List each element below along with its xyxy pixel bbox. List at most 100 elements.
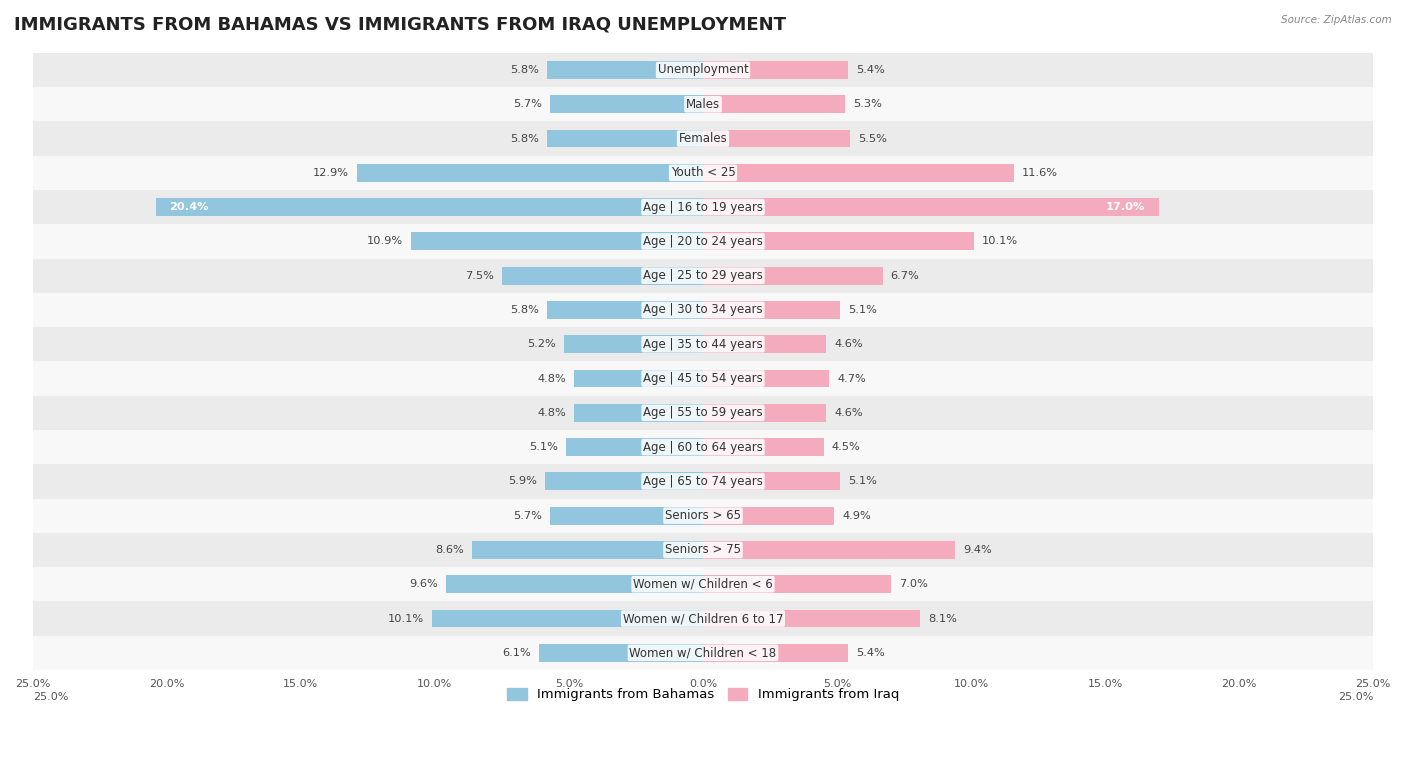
Text: 4.8%: 4.8% <box>537 373 567 384</box>
Text: 9.4%: 9.4% <box>963 545 991 555</box>
Text: 11.6%: 11.6% <box>1022 168 1059 178</box>
Text: 17.0%: 17.0% <box>1107 202 1146 212</box>
Text: 5.5%: 5.5% <box>859 133 887 144</box>
Bar <box>544 472 703 491</box>
Bar <box>32 601 1374 636</box>
Bar <box>567 438 703 456</box>
Bar <box>703 404 827 422</box>
Text: 5.8%: 5.8% <box>510 65 540 75</box>
Bar <box>432 609 703 628</box>
Bar <box>32 464 1374 499</box>
Bar <box>703 61 848 79</box>
Text: 4.8%: 4.8% <box>537 408 567 418</box>
Text: 10.1%: 10.1% <box>981 236 1018 247</box>
Text: 5.7%: 5.7% <box>513 511 543 521</box>
Text: 7.5%: 7.5% <box>465 271 494 281</box>
Text: Females: Females <box>679 132 727 145</box>
Bar <box>32 224 1374 259</box>
Bar <box>156 198 703 216</box>
Text: 5.4%: 5.4% <box>856 65 884 75</box>
Bar <box>32 533 1374 567</box>
Text: 5.7%: 5.7% <box>513 99 543 109</box>
Bar <box>703 644 848 662</box>
Text: 8.1%: 8.1% <box>928 613 957 624</box>
Bar <box>547 129 703 148</box>
Bar <box>703 232 974 251</box>
Text: Source: ZipAtlas.com: Source: ZipAtlas.com <box>1281 15 1392 25</box>
Bar <box>32 156 1374 190</box>
Bar <box>32 361 1374 396</box>
Bar <box>32 190 1374 224</box>
Text: 5.9%: 5.9% <box>508 476 537 487</box>
Bar <box>32 636 1374 670</box>
Text: 4.9%: 4.9% <box>842 511 872 521</box>
Text: Seniors > 75: Seniors > 75 <box>665 544 741 556</box>
Bar <box>32 293 1374 327</box>
Text: 20.4%: 20.4% <box>170 202 209 212</box>
Text: Age | 35 to 44 years: Age | 35 to 44 years <box>643 338 763 350</box>
Text: Unemployment: Unemployment <box>658 64 748 76</box>
Text: 4.6%: 4.6% <box>834 339 863 349</box>
Bar <box>32 396 1374 430</box>
Bar <box>703 472 839 491</box>
Bar <box>411 232 703 251</box>
Bar <box>550 506 703 525</box>
Bar <box>32 259 1374 293</box>
Text: Age | 25 to 29 years: Age | 25 to 29 years <box>643 269 763 282</box>
Text: 25.0%: 25.0% <box>32 692 67 702</box>
Text: 6.1%: 6.1% <box>503 648 531 658</box>
Text: 4.6%: 4.6% <box>834 408 863 418</box>
Bar <box>32 53 1374 87</box>
Text: 4.7%: 4.7% <box>837 373 866 384</box>
Bar <box>703 575 890 593</box>
Text: 5.1%: 5.1% <box>848 476 877 487</box>
Text: 10.1%: 10.1% <box>388 613 425 624</box>
Bar <box>32 567 1374 601</box>
Bar <box>547 301 703 319</box>
Legend: Immigrants from Bahamas, Immigrants from Iraq: Immigrants from Bahamas, Immigrants from… <box>502 683 904 706</box>
Text: Age | 65 to 74 years: Age | 65 to 74 years <box>643 475 763 488</box>
Text: 5.8%: 5.8% <box>510 133 540 144</box>
Text: Age | 30 to 34 years: Age | 30 to 34 years <box>643 304 763 316</box>
Bar <box>32 327 1374 361</box>
Text: Youth < 25: Youth < 25 <box>671 167 735 179</box>
Bar <box>703 198 1159 216</box>
Bar <box>703 301 839 319</box>
Bar <box>574 369 703 388</box>
Bar <box>550 95 703 114</box>
Bar <box>703 438 824 456</box>
Bar <box>32 121 1374 156</box>
Text: 5.2%: 5.2% <box>527 339 555 349</box>
Text: Women w/ Children 6 to 17: Women w/ Children 6 to 17 <box>623 612 783 625</box>
Text: 10.9%: 10.9% <box>367 236 402 247</box>
Bar <box>703 129 851 148</box>
Bar <box>32 499 1374 533</box>
Bar <box>547 61 703 79</box>
Text: 9.6%: 9.6% <box>409 579 437 589</box>
Text: Women w/ Children < 6: Women w/ Children < 6 <box>633 578 773 590</box>
Bar <box>564 335 703 354</box>
Bar <box>703 335 827 354</box>
Text: Age | 16 to 19 years: Age | 16 to 19 years <box>643 201 763 213</box>
Text: 5.1%: 5.1% <box>529 442 558 452</box>
Bar <box>357 164 703 182</box>
Bar <box>574 404 703 422</box>
Text: Age | 55 to 59 years: Age | 55 to 59 years <box>643 407 763 419</box>
Bar <box>703 609 920 628</box>
Text: 25.0%: 25.0% <box>1339 692 1374 702</box>
Bar <box>32 87 1374 121</box>
Bar <box>540 644 703 662</box>
Bar <box>703 266 883 285</box>
Text: IMMIGRANTS FROM BAHAMAS VS IMMIGRANTS FROM IRAQ UNEMPLOYMENT: IMMIGRANTS FROM BAHAMAS VS IMMIGRANTS FR… <box>14 15 786 33</box>
Text: 5.3%: 5.3% <box>853 99 882 109</box>
Bar <box>502 266 703 285</box>
Bar <box>703 95 845 114</box>
Bar <box>32 430 1374 464</box>
Bar <box>703 541 955 559</box>
Text: 8.6%: 8.6% <box>436 545 464 555</box>
Text: 12.9%: 12.9% <box>314 168 349 178</box>
Text: Males: Males <box>686 98 720 111</box>
Text: Seniors > 65: Seniors > 65 <box>665 509 741 522</box>
Bar <box>703 369 830 388</box>
Bar <box>703 164 1014 182</box>
